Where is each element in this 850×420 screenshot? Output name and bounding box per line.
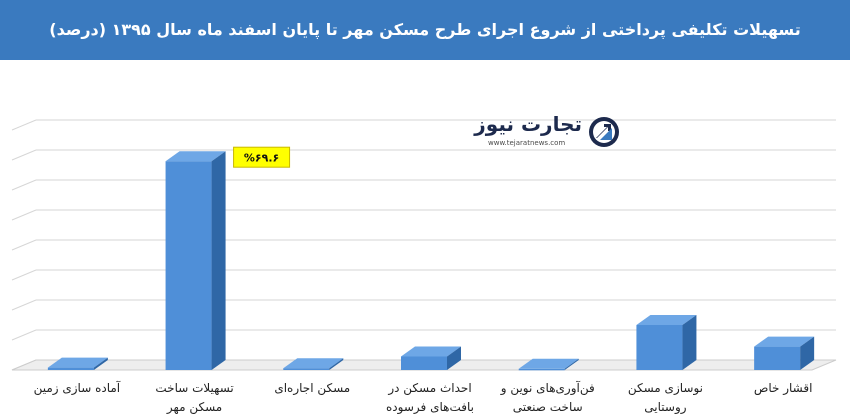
bar-front [754,346,801,370]
bar-side [329,358,344,370]
bar-chart: آماده سازی زمین تسهیلات ساخت مسکن مهر مسکن … [11,119,837,415]
category-labels: آماده سازی زمین تسهیلات ساخت مسکن مهر مسکن … [34,380,813,415]
gridline-diagonal [11,239,37,251]
data-labels: %۶۹.۶ [233,146,291,168]
bar-top [47,357,108,368]
category-label: ساخت صنعتی [513,400,583,414]
gridline-diagonal [11,269,37,281]
bar [401,346,461,370]
category-label: نوسازی مسکن [628,381,703,396]
category-label: فن‌آوری‌های نوین و [500,380,595,396]
bar-front [518,368,565,371]
bar [283,358,344,370]
grid-lines [11,119,836,371]
bar-side [682,315,697,370]
gridline-diagonal [11,299,37,311]
bar [636,315,697,370]
category-label: مسکن اجاره‌ای [274,381,350,396]
bar [518,358,579,371]
chart-header: تسهیلات تکلیفی پرداختی از شروع اجرای طرح… [0,0,850,60]
bar-side [211,151,226,370]
category-label: بافت‌های فرسوده [386,400,474,415]
category-label: آماده سازی زمین [34,380,121,396]
bar-side [447,346,461,370]
bar-side [93,357,108,370]
category-label: احداث مسکن در [387,381,471,396]
bar-top [283,358,344,369]
gridline-diagonal [11,329,37,341]
bar-front [47,367,94,370]
bar-side [800,336,815,370]
category-label: اقشار خاص [754,381,813,396]
bar [47,357,108,370]
tejarat-news-logo: تجارت نیوز www.tejaratnews.com [474,112,628,158]
data-label: %۶۹.۶ [233,146,291,168]
bar-top [754,336,815,347]
gridline-diagonal [11,149,37,161]
data-label-text: %۶۹.۶ [244,152,279,165]
category-label: روستایی [644,400,686,415]
chart-title: تسهیلات تکلیفی پرداختی از شروع اجرای طرح… [49,20,801,39]
bar-front [636,325,683,370]
tejarat-news-logo-icon [589,117,619,147]
logo-url: www.tejaratnews.com [488,139,566,147]
bar-front [165,161,212,370]
category-label: مسکن مهر [166,400,222,415]
bar-top [165,151,226,162]
bar-top [401,346,461,357]
category-label: تسهیلات ساخت [155,381,233,395]
data-label-box [233,146,291,168]
gridline-diagonal [11,209,37,221]
bar [165,151,226,370]
gridline-diagonal [11,179,37,191]
bar-side [564,358,579,370]
logo-name: تجارت نیوز [474,112,582,136]
bar-top [518,358,579,369]
gridline-diagonal [11,119,37,131]
bar-front [401,356,447,370]
bar-front [283,368,330,370]
bar-series [47,151,815,371]
bar [754,336,815,370]
bar-top [636,315,697,325]
